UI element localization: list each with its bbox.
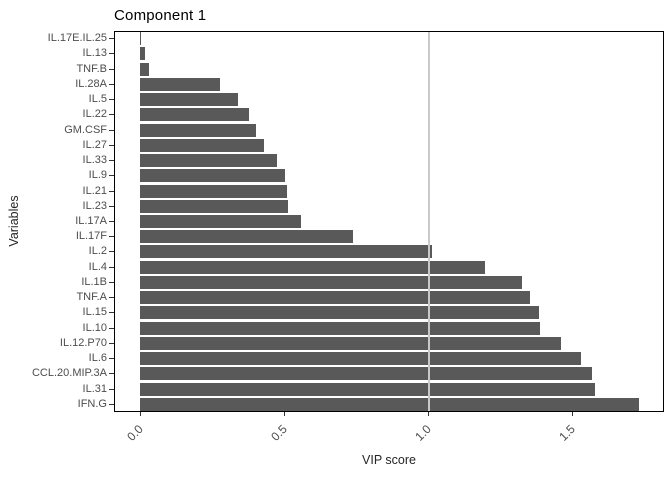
y-tick-label: TNF.A	[76, 291, 107, 304]
y-tick-mark	[109, 327, 114, 329]
y-tick-label: IL.33	[82, 154, 107, 167]
y-tick-mark	[109, 342, 114, 344]
bar-IL.31	[140, 382, 596, 396]
y-tick-label: IL.6	[88, 352, 107, 365]
bar-IL.6	[140, 352, 581, 366]
y-tick-mark	[109, 175, 114, 177]
y-tick-label: IL.10	[82, 321, 107, 334]
bar-IFN.G	[140, 397, 639, 411]
bar-IL.10	[140, 321, 541, 335]
bar-IL.15	[140, 306, 539, 320]
y-tick-label: IL.28A	[75, 77, 107, 90]
y-tick-mark	[109, 53, 114, 55]
y-tick-mark	[109, 205, 114, 207]
y-tick-label: IL.22	[82, 108, 107, 121]
bar-IL.22	[140, 108, 249, 122]
y-tick-label: IL.4	[88, 260, 107, 273]
x-axis-title: VIP score	[362, 453, 416, 467]
y-tick-label: IL.17A	[75, 215, 107, 227]
bar-GM.CSF	[140, 123, 256, 137]
x-tick-mark	[572, 412, 573, 416]
bar-IL.12.P70	[140, 336, 562, 350]
y-tick-mark	[109, 144, 114, 146]
y-tick-label: IL.21	[82, 184, 107, 197]
y-tick-mark	[109, 358, 114, 360]
y-tick-label: IL.5	[88, 93, 107, 106]
bar-IL.1B	[140, 275, 523, 289]
x-tick-mark	[284, 412, 285, 416]
y-tick-label: TNF.B	[76, 62, 107, 75]
bar-IL.13	[140, 47, 145, 61]
y-tick-mark	[109, 373, 114, 375]
y-tick-label: IL.17E.IL.25	[47, 32, 107, 45]
bar-IL.17E.IL.25	[140, 32, 142, 46]
y-tick-label: IFN.G	[77, 397, 107, 410]
x-tick-mark	[140, 412, 141, 416]
bar-IL.5	[140, 93, 238, 107]
y-tick-label: IL.12.P70	[59, 336, 107, 349]
y-tick-label: IL.15	[82, 306, 107, 319]
y-tick-mark	[109, 83, 114, 85]
bar-IL.33	[140, 154, 277, 168]
bar-IL.17A	[140, 215, 301, 228]
bar-IL.4	[140, 260, 485, 274]
y-axis-tick-marks	[109, 31, 114, 412]
bar-TNF.A	[140, 291, 530, 305]
y-tick-mark	[109, 251, 114, 253]
bar-IL.9	[140, 169, 286, 183]
bar-IL.21	[140, 184, 287, 198]
y-tick-label: CCL.20.MIP.3A	[31, 367, 107, 380]
y-tick-mark	[109, 129, 114, 131]
y-tick-label: IL.9	[88, 169, 107, 182]
y-tick-mark	[109, 114, 114, 116]
y-tick-mark	[109, 281, 114, 283]
y-tick-mark	[109, 388, 114, 390]
y-tick-label: IL.13	[82, 47, 107, 60]
y-tick-mark	[109, 236, 114, 238]
bar-IL.28A	[140, 77, 220, 91]
y-tick-label: IL.17F	[75, 230, 107, 243]
y-tick-mark	[109, 190, 114, 192]
y-tick-mark	[109, 221, 114, 222]
y-tick-label: IL.31	[82, 382, 107, 395]
reference-line-vip-1	[428, 32, 430, 411]
plot-title: Component 1	[114, 7, 207, 24]
y-tick-mark	[109, 312, 114, 314]
x-tick-mark	[428, 412, 429, 416]
y-tick-label: IL.23	[82, 199, 107, 212]
bar-IL.17F	[140, 230, 354, 244]
y-tick-mark	[109, 403, 114, 405]
y-tick-mark	[109, 297, 114, 299]
bar-CCL.20.MIP.3A	[140, 367, 592, 381]
y-tick-mark	[109, 266, 114, 268]
bar-IL.23	[140, 199, 288, 213]
y-tick-mark	[109, 160, 114, 162]
plot-panel	[114, 31, 664, 412]
bar-IL.2	[140, 245, 433, 259]
y-tick-label: IL.2	[88, 245, 107, 258]
y-tick-label: GM.CSF	[64, 123, 107, 136]
x-axis-tick-marks	[114, 412, 664, 417]
y-tick-mark	[109, 38, 114, 40]
y-tick-label: IL.1B	[81, 275, 107, 288]
y-tick-label: IL.27	[82, 138, 107, 151]
bar-TNF.B	[140, 62, 149, 76]
y-axis-tick-labels: IL.17E.IL.25 IL.13 TNF.B IL.28A IL.5 IL.22 GM.…	[0, 31, 107, 412]
y-tick-mark	[109, 68, 114, 70]
y-tick-mark	[109, 99, 114, 101]
bar-IL.27	[140, 138, 264, 152]
